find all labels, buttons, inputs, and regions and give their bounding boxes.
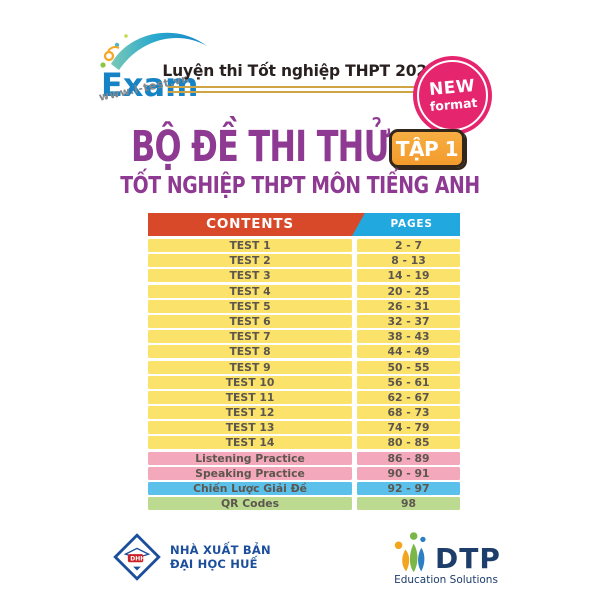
table-header: CONTENTS PAGES — [148, 213, 460, 236]
contents-header-band — [148, 213, 365, 236]
row-pages: 8 - 13 — [357, 254, 460, 268]
new-format-badge: NEW format — [413, 56, 492, 135]
table-row: TEST 13 74 - 79 — [148, 421, 460, 435]
publisher-line1: NHÀ XUẤT BẢN — [170, 543, 271, 557]
row-pages: 80 - 85 — [357, 436, 460, 450]
table-row: TEST 7 38 - 43 — [148, 330, 460, 344]
row-pages: 32 - 37 — [357, 314, 460, 328]
row-pages: 20 - 25 — [357, 284, 460, 298]
table-row: TEST 12 68 - 73 — [148, 406, 460, 420]
row-pages: 2 - 7 — [357, 239, 460, 252]
row-label: TEST 9 — [148, 360, 353, 374]
table-row: TEST 4 20 - 25 — [148, 284, 460, 298]
table-row: TEST 9 50 - 55 — [148, 360, 460, 374]
row-pages: 38 - 43 — [357, 330, 460, 344]
row-label: TEST 11 — [148, 390, 353, 404]
row-label: TEST 13 — [148, 421, 353, 435]
swoosh-icon — [100, 32, 207, 70]
company-logo-icon — [394, 532, 426, 573]
row-label: TEST 3 — [148, 269, 353, 283]
table-row: TEST 2 8 - 13 — [148, 254, 460, 268]
gold-divider — [168, 86, 444, 93]
row-pages: 56 - 61 — [357, 375, 460, 389]
row-label: TEST 7 — [148, 330, 353, 344]
publisher-logo-label: DHH — [130, 556, 145, 563]
row-label: QR Codes — [148, 497, 353, 511]
table-row: TEST 3 14 - 19 — [148, 269, 460, 283]
row-label: TEST 14 — [148, 436, 353, 450]
publisher-logo-icon: DHH — [113, 533, 161, 581]
row-label: TEST 5 — [148, 299, 353, 313]
table-row: Chiến Lược Giải Đề 92 - 97 — [148, 482, 460, 495]
company-block: DTP Education Solutions — [391, 531, 501, 586]
row-pages: 74 - 79 — [357, 421, 460, 435]
row-pages: 62 - 67 — [357, 390, 460, 404]
exam-logo-text: Exam — [101, 66, 198, 104]
publisher-line2: ĐẠI HỌC HUẾ — [170, 557, 258, 571]
row-label: TEST 6 — [148, 314, 353, 328]
table-row: TEST 11 62 - 67 — [148, 390, 460, 404]
row-label: TEST 12 — [148, 406, 353, 420]
main-title: BỘ ĐỀ THI THỬ — [131, 122, 390, 172]
table-row: TEST 8 44 - 49 — [148, 345, 460, 359]
table-row: QR Codes 98 — [148, 497, 460, 511]
row-pages: 86 - 89 — [357, 451, 460, 465]
row-pages: 26 - 31 — [357, 299, 460, 313]
table-row: Speaking Practice 90 - 91 — [148, 466, 460, 480]
row-label: Speaking Practice — [148, 466, 353, 480]
row-pages: 90 - 91 — [357, 466, 460, 480]
row-label: TEST 2 — [148, 254, 353, 268]
table-row: TEST 6 32 - 37 — [148, 314, 460, 328]
banner-text: Luyện thi Tốt nghiệp THPT 2025 — [162, 61, 438, 80]
row-label: TEST 8 — [148, 345, 353, 359]
table-row: TEST 5 26 - 31 — [148, 299, 460, 313]
row-pages: 44 - 49 — [357, 345, 460, 359]
table-row: Listening Practice 86 - 89 — [148, 451, 460, 465]
row-label: TEST 10 — [148, 375, 353, 389]
row-label: TEST 4 — [148, 284, 353, 298]
row-label: Chiến Lược Giải Đề — [148, 482, 353, 495]
row-pages: 68 - 73 — [357, 406, 460, 420]
company-name: DTP — [435, 542, 501, 575]
pages-header-label: PAGES — [390, 218, 433, 230]
publisher-block: DHH NHÀ XUẤT BẢN ĐẠI HỌC HUẾ — [112, 532, 271, 582]
contents-header-label: CONTENTS — [206, 216, 294, 232]
row-label: TEST 1 — [148, 239, 353, 252]
table-row: TEST 14 80 - 85 — [148, 436, 460, 450]
subtitle: TỐT NGHIỆP THPT MÔN TIẾNG ANH — [120, 173, 480, 199]
row-pages: 92 - 97 — [357, 482, 460, 495]
volume-badge: TẬP 1 — [389, 129, 465, 168]
row-pages: 14 - 19 — [357, 269, 460, 283]
row-pages: 98 — [357, 497, 460, 511]
row-label: Listening Practice — [148, 451, 353, 465]
company-tagline: Education Solutions — [394, 574, 498, 586]
table-row: TEST 1 2 - 7 — [148, 239, 460, 252]
exam-logo: Exam — [100, 32, 207, 104]
row-pages: 50 - 55 — [357, 360, 460, 374]
table-row: TEST 10 56 - 61 — [148, 375, 460, 389]
